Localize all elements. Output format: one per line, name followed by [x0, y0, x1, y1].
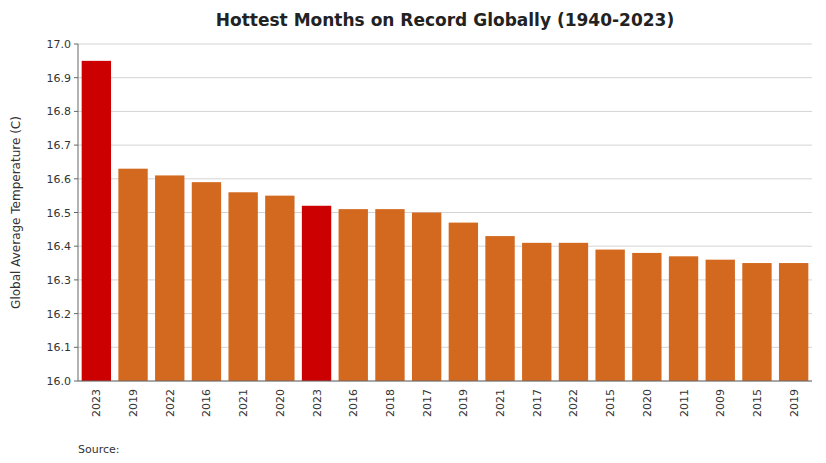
x-tick-label: 2023 — [311, 389, 324, 417]
y-tick-label: 16.0 — [47, 375, 72, 388]
x-tick-label: 2016 — [200, 389, 213, 417]
x-tick-label: 2022 — [164, 389, 177, 417]
grid-line — [78, 381, 812, 382]
grid — [78, 44, 812, 381]
y-tick-label: 17.0 — [47, 38, 72, 51]
x-tick-label: 2019 — [788, 389, 801, 417]
grid-line — [78, 246, 812, 247]
y-tick — [74, 111, 78, 112]
bar — [595, 250, 624, 381]
bar — [302, 206, 331, 381]
y-tick — [74, 44, 78, 45]
grid-line — [78, 145, 812, 146]
y-tick-label: 16.8 — [47, 105, 72, 118]
x-tick-label: 2022 — [567, 389, 580, 417]
x-tick-label: 2009 — [714, 389, 727, 417]
x-tick-label: 2017 — [531, 389, 544, 417]
y-axis-line — [78, 44, 79, 381]
y-tick-label: 16.1 — [47, 341, 72, 354]
x-tick-label: 2023 — [90, 389, 103, 417]
grid-line — [78, 44, 812, 45]
bar — [118, 169, 147, 381]
bar — [375, 209, 404, 381]
grid-line — [78, 313, 812, 314]
x-tick-label: 2019 — [127, 389, 140, 417]
chart: Hottest Months on Record Globally (1940-… — [0, 0, 826, 463]
y-axis: 16.0 16.1 16.2 16.3 16.4 16.5 16.6 16.7 16.8 16.9… — [47, 38, 79, 388]
grid-line — [78, 111, 812, 112]
bar — [449, 223, 478, 381]
title: Hottest Months on Record Globally (1940-… — [216, 10, 674, 30]
y-tick — [74, 145, 78, 146]
y-tick-label: 16.3 — [47, 274, 72, 287]
bar — [559, 243, 588, 381]
x-axis: 2023 2019 2022 2016 2021 2020 2023 2016 2018 2017… — [90, 389, 800, 417]
grid-line — [78, 77, 812, 78]
bar — [265, 196, 294, 381]
bar — [706, 260, 735, 381]
bar — [742, 263, 771, 381]
bar — [669, 256, 698, 381]
annotation: Source: — [78, 443, 120, 456]
x-tick-label: 2021 — [494, 389, 507, 417]
bars — [82, 61, 809, 381]
grid-line — [78, 212, 812, 213]
x-tick-label: 2018 — [384, 389, 397, 417]
y-tick-label: 16.5 — [47, 207, 72, 220]
y-tick — [74, 246, 78, 247]
y-tick-label: 16.7 — [47, 139, 72, 152]
y-tick-label: 16.9 — [47, 72, 72, 85]
x-tick-label: 2015 — [604, 389, 617, 417]
x-tick-label: 2016 — [347, 389, 360, 417]
bar — [485, 236, 514, 381]
y-axis-label: Global Average Temperature (C) — [9, 116, 23, 309]
x-tick-label: 2020 — [641, 389, 654, 417]
y-tick — [74, 279, 78, 280]
grid-line — [78, 279, 812, 280]
x-tick-label: 2019 — [457, 389, 470, 417]
bar — [412, 213, 441, 382]
y-tick-label: 16.2 — [47, 308, 72, 321]
bar — [779, 263, 808, 381]
bar — [339, 209, 368, 381]
y-tick — [74, 77, 78, 78]
y-tick — [74, 178, 78, 179]
x-tick-label: 2020 — [274, 389, 287, 417]
x-tick-label: 2015 — [751, 389, 764, 417]
bar — [228, 192, 257, 381]
y-tick — [74, 381, 78, 382]
x-tick-label: 2011 — [678, 389, 691, 417]
y-tick — [74, 313, 78, 314]
x-tick-label: 2017 — [421, 389, 434, 417]
y-tick-label: 16.6 — [47, 173, 72, 186]
y-tick — [74, 347, 78, 348]
grid-line — [78, 178, 812, 179]
bar — [192, 182, 221, 381]
bar — [522, 243, 551, 381]
y-tick — [74, 212, 78, 213]
bar — [155, 175, 184, 381]
bar — [82, 61, 111, 381]
grid-line — [78, 347, 812, 348]
bar — [632, 253, 661, 381]
x-tick-label: 2021 — [237, 389, 250, 417]
y-tick-label: 16.4 — [47, 240, 72, 253]
x-axis-line — [78, 381, 812, 382]
